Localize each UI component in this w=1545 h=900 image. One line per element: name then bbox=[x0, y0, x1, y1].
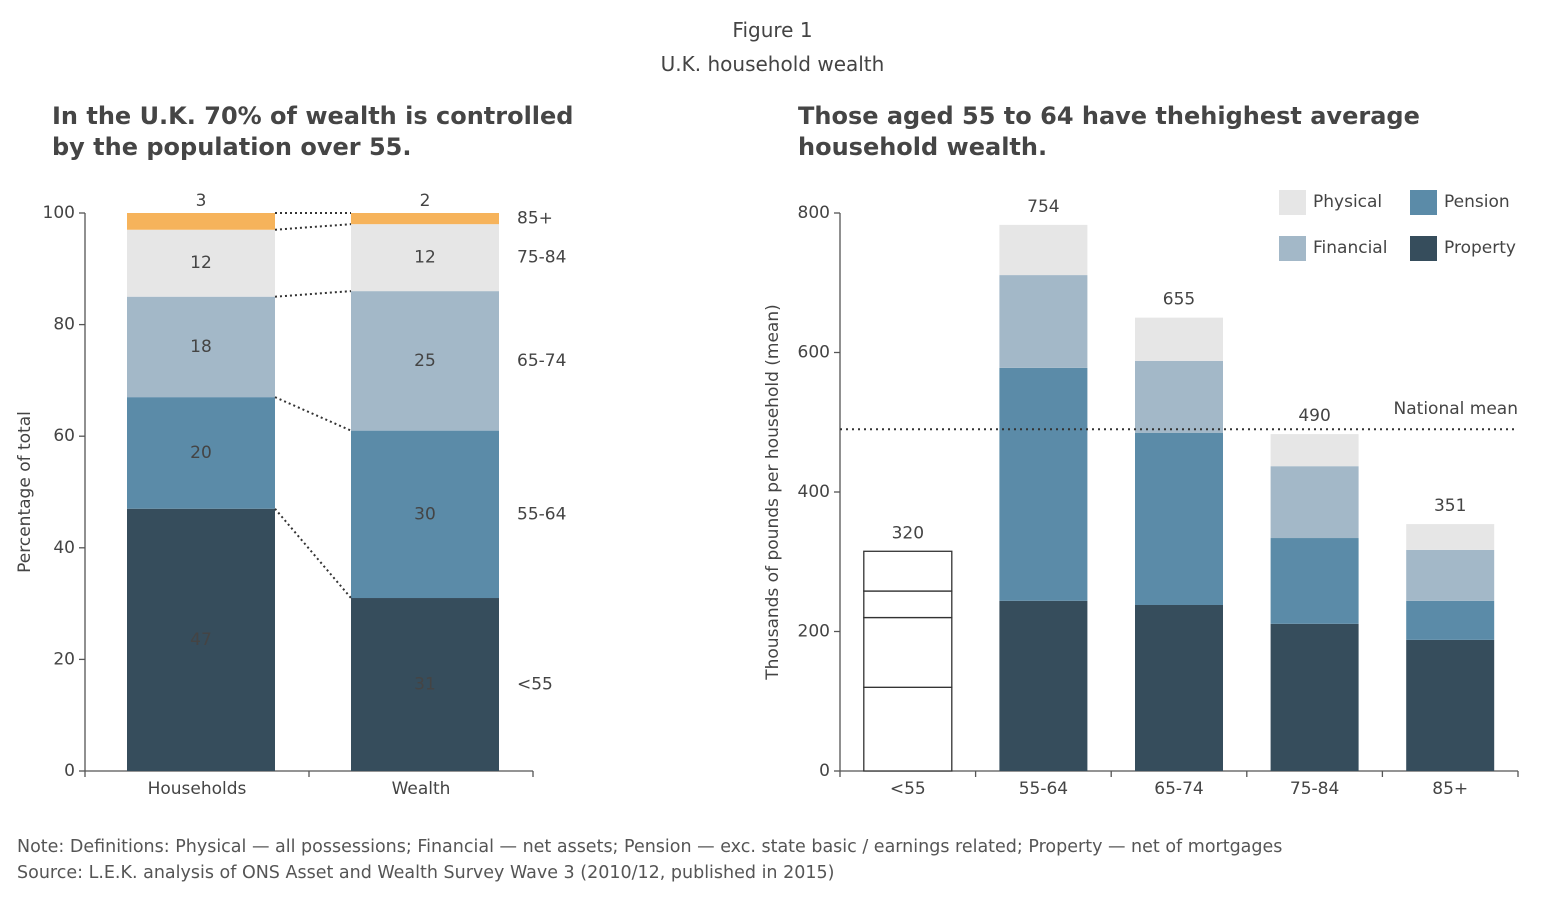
x-tick-label: Wealth bbox=[392, 779, 451, 799]
legend-swatch bbox=[1410, 190, 1437, 215]
bar-segment bbox=[1135, 360, 1223, 433]
source: Source: L.E.K. analysis of ONS Asset and… bbox=[17, 863, 835, 883]
bar-segment bbox=[1270, 623, 1359, 771]
legend-swatch bbox=[1279, 190, 1306, 215]
data-label: 30 bbox=[414, 504, 436, 524]
x-tick-label: 55-64 bbox=[1019, 779, 1068, 799]
bar-segment bbox=[127, 213, 275, 230]
bar-segment bbox=[1406, 524, 1495, 550]
bar-segment bbox=[863, 616, 953, 688]
bar-segment bbox=[863, 686, 953, 772]
y-tick-label: 800 bbox=[798, 203, 830, 223]
bar-segment bbox=[863, 590, 953, 619]
bar-segment bbox=[1135, 432, 1223, 605]
legend-label: Physical bbox=[1313, 192, 1382, 212]
legend-swatch bbox=[1279, 236, 1306, 261]
bar-segment bbox=[1135, 604, 1223, 771]
y-axis-label: Percentage of total bbox=[15, 411, 35, 573]
legend-label: Property bbox=[1444, 238, 1516, 258]
x-tick-label: <55 bbox=[890, 779, 926, 799]
data-label: 12 bbox=[414, 248, 436, 268]
total-label: 351 bbox=[1434, 496, 1466, 516]
data-label: 3 bbox=[196, 191, 207, 211]
y-tick-label: 200 bbox=[798, 622, 830, 642]
total-label: 754 bbox=[1027, 197, 1059, 217]
figure-title: Figure 1 bbox=[732, 18, 813, 42]
bar-segment bbox=[999, 600, 1088, 771]
y-tick-label: 0 bbox=[819, 761, 830, 781]
bar-segment bbox=[1406, 639, 1495, 771]
y-tick-label: 0 bbox=[64, 761, 75, 781]
figure-subtitle: U.K. household wealth bbox=[660, 52, 885, 76]
legend-label: Pension bbox=[1444, 192, 1510, 212]
bar-segment bbox=[127, 229, 275, 297]
bar-segment bbox=[351, 213, 499, 225]
bar-segment bbox=[351, 430, 499, 599]
bar-segment bbox=[127, 296, 275, 398]
data-label: 25 bbox=[414, 351, 436, 371]
series-label: 75-84 bbox=[517, 248, 566, 268]
connector bbox=[274, 396, 352, 432]
total-label: 320 bbox=[892, 523, 924, 543]
bar-segment bbox=[1270, 434, 1359, 467]
y-tick-label: 100 bbox=[43, 203, 75, 223]
bar-segment bbox=[127, 508, 275, 771]
bar-segment bbox=[1406, 600, 1495, 640]
y-tick-label: 400 bbox=[798, 482, 830, 502]
y-tick-label: 40 bbox=[53, 538, 75, 558]
legend-label: Financial bbox=[1313, 238, 1387, 258]
total-label: 490 bbox=[1298, 406, 1330, 426]
x-tick-label: 85+ bbox=[1432, 779, 1468, 799]
connector bbox=[274, 223, 352, 231]
bar-segment bbox=[351, 291, 499, 431]
data-label: 31 bbox=[414, 675, 436, 695]
bar-segment bbox=[999, 275, 1088, 368]
bar-segment bbox=[1270, 466, 1359, 539]
data-label: 20 bbox=[190, 443, 212, 463]
bar-segment bbox=[1270, 538, 1359, 624]
y-axis-label: Thousands of pounds per household (mean) bbox=[763, 304, 783, 681]
chart-title: Those aged 55 to 64 have thehighest aver… bbox=[798, 102, 1420, 161]
y-tick-label: 20 bbox=[53, 649, 75, 669]
reference-label: National mean bbox=[1394, 399, 1518, 419]
data-label: 12 bbox=[190, 253, 212, 273]
series-label: 55-64 bbox=[517, 504, 566, 524]
legend-swatch bbox=[1410, 236, 1437, 261]
data-label: 2 bbox=[420, 191, 431, 211]
x-tick-label: 65-74 bbox=[1154, 779, 1203, 799]
bar-segment bbox=[999, 224, 1088, 276]
series-label: 65-74 bbox=[517, 351, 566, 371]
bar-segment bbox=[999, 367, 1088, 601]
series-label: <55 bbox=[517, 675, 553, 695]
data-label: 18 bbox=[190, 337, 212, 357]
x-tick-label: 75-84 bbox=[1290, 779, 1339, 799]
note: Note: Definitions: Physical — all posses… bbox=[17, 837, 1283, 857]
y-tick-label: 80 bbox=[53, 315, 75, 335]
connector bbox=[274, 508, 352, 599]
bar-segment bbox=[127, 397, 275, 509]
y-tick-label: 600 bbox=[798, 343, 830, 363]
series-label: 85+ bbox=[517, 209, 553, 229]
y-tick-label: 60 bbox=[53, 426, 75, 446]
data-label: 47 bbox=[190, 630, 212, 650]
chart-title: In the U.K. 70% of wealth is controlled … bbox=[52, 102, 574, 161]
bar-segment bbox=[351, 598, 499, 771]
total-label: 655 bbox=[1163, 290, 1195, 310]
bar-segment bbox=[863, 550, 953, 592]
bar-segment bbox=[1135, 317, 1223, 361]
connector bbox=[274, 290, 352, 298]
x-tick-label: Households bbox=[148, 779, 247, 799]
bar-segment bbox=[351, 224, 499, 292]
bar-segment bbox=[1406, 549, 1495, 601]
